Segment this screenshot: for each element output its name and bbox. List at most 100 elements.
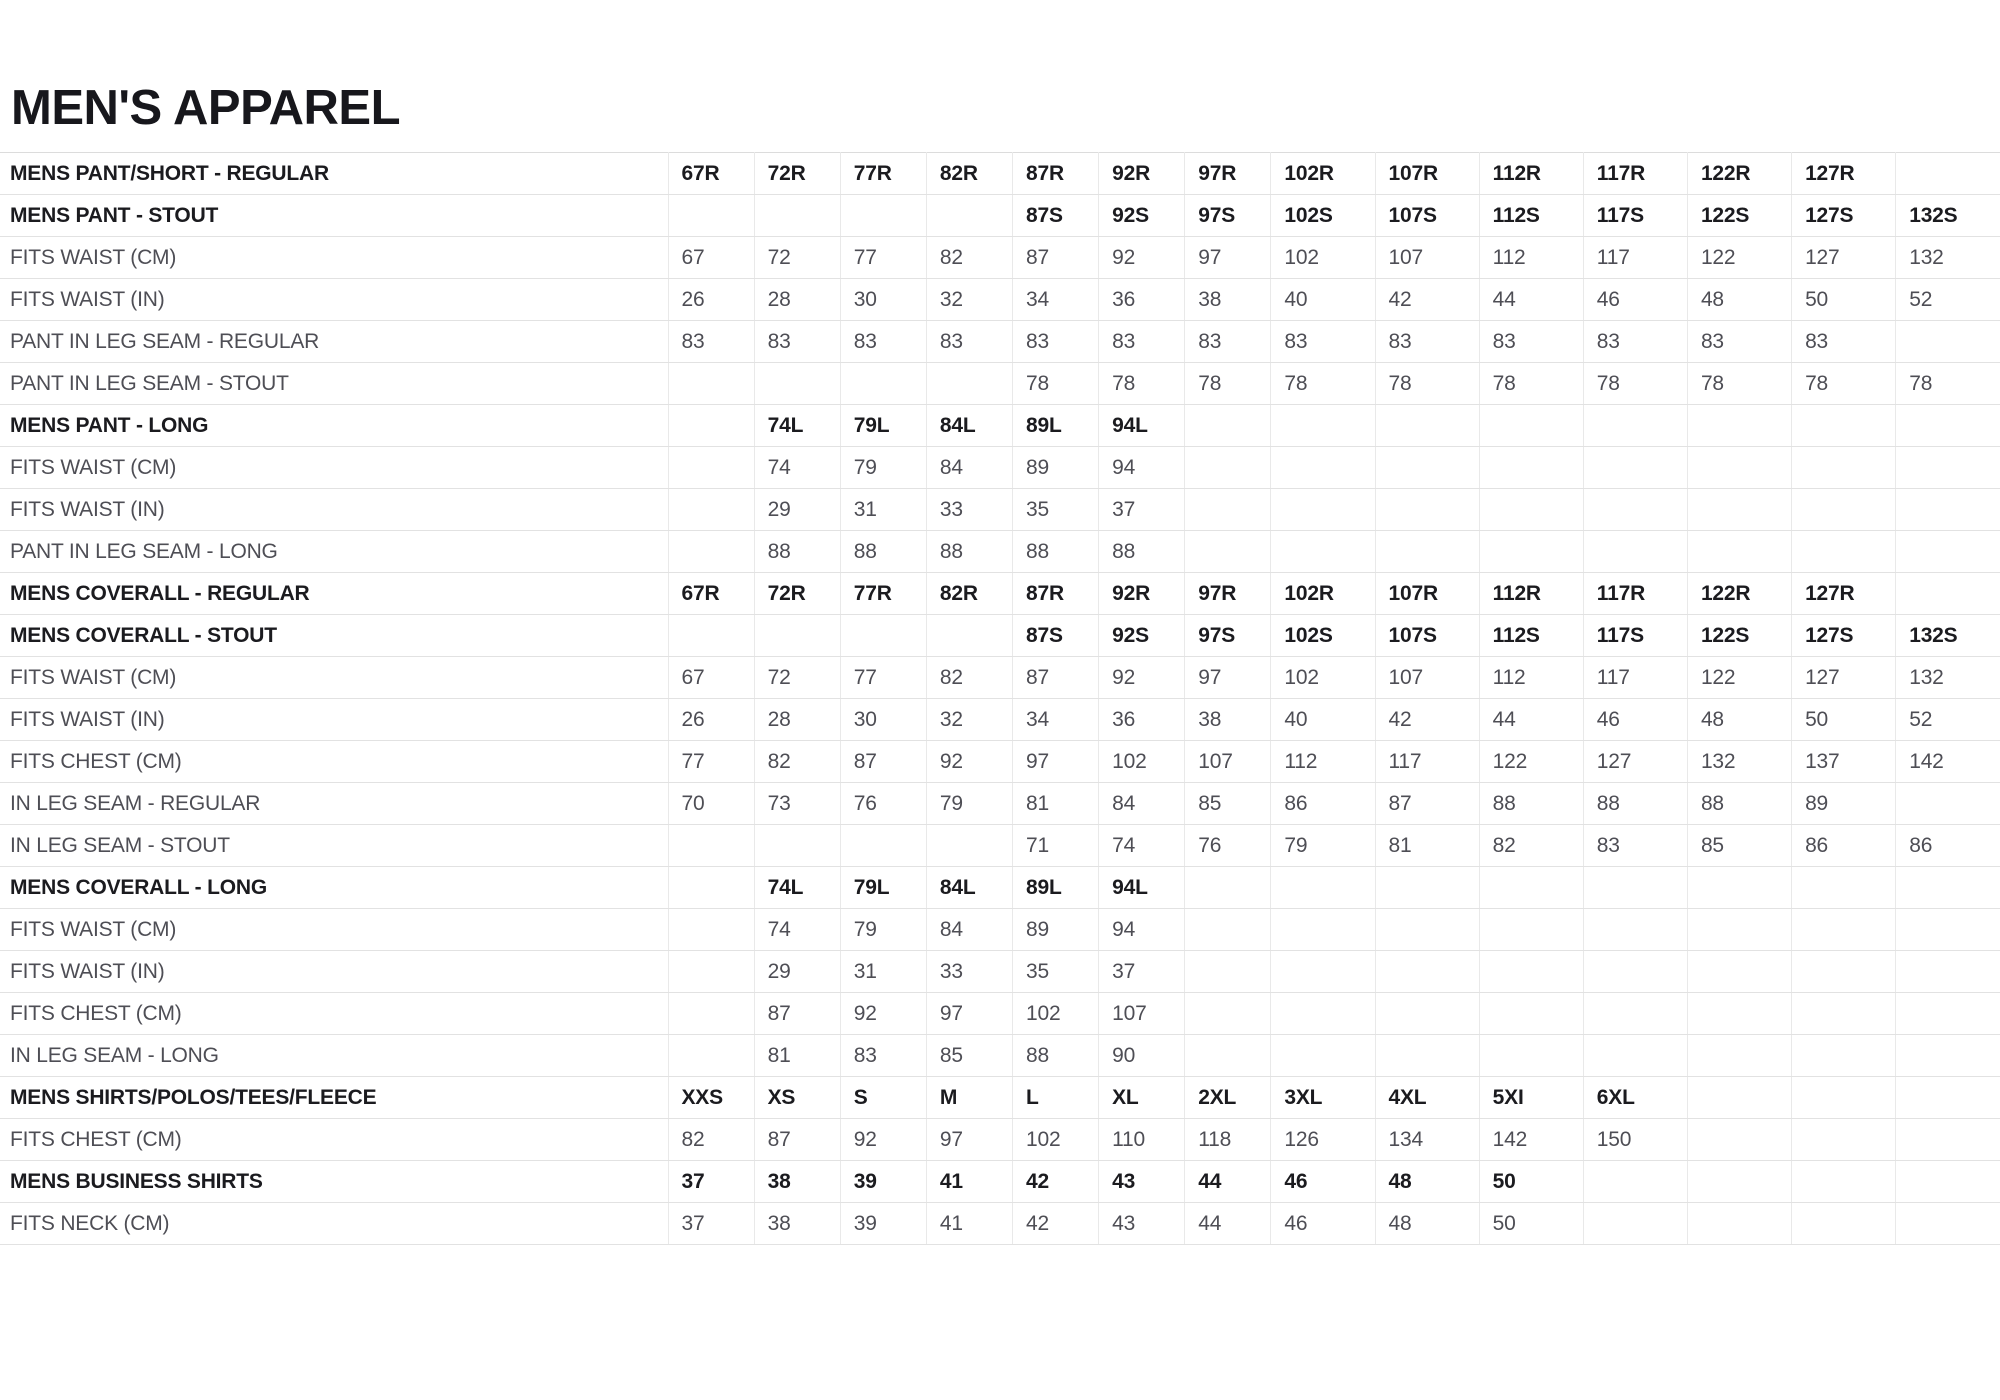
size-value-cell: 132S — [1895, 614, 2000, 657]
size-value-cell: 42 — [1011, 1160, 1099, 1203]
size-value-cell: 85 — [1686, 824, 1792, 867]
size-value-cell: 127R — [1791, 572, 1896, 615]
size-value-cell — [1791, 488, 1896, 531]
size-value-cell: 83 — [1098, 320, 1185, 363]
size-value-cell: 127 — [1791, 656, 1896, 699]
table-row: MENS PANT/SHORT - REGULAR 67R 72R 77R 82R 87R… — [0, 152, 2000, 195]
size-value-cell — [1270, 1034, 1376, 1077]
size-value-cell: S — [839, 1076, 927, 1119]
size-value-cell: XXS — [667, 1076, 755, 1119]
size-value-cell — [753, 824, 841, 867]
size-value-cell: 87 — [1374, 782, 1480, 825]
table-row: MENS BUSINESS SHIRTS 37 38 39 41 42 43 44 46 48 50 — [0, 1160, 2000, 1203]
size-value-cell — [1791, 866, 1896, 909]
row-label: IN LEG SEAM - STOUT — [0, 824, 668, 867]
size-value-cell: 97 — [1184, 236, 1271, 279]
size-value-cell: 107 — [1374, 656, 1480, 699]
size-value-cell: 37 — [1098, 950, 1185, 993]
row-label: MENS COVERALL - STOUT — [0, 614, 668, 657]
size-value-cell: 107S — [1374, 194, 1480, 237]
size-value-cell: 44 — [1184, 1202, 1271, 1245]
size-value-cell: 107R — [1374, 152, 1480, 195]
size-value-cell: 92 — [1098, 236, 1185, 279]
size-value-cell: 94 — [1098, 446, 1185, 489]
table-row: MENS COVERALL - REGULAR 67R 72R 77R 82R 87R 92… — [0, 572, 2000, 615]
size-value-cell: 110 — [1098, 1118, 1185, 1161]
row-label: FITS CHEST (CM) — [0, 740, 668, 783]
size-value-cell: 97 — [1011, 740, 1099, 783]
size-value-cell — [1791, 446, 1896, 489]
size-value-cell: 112 — [1478, 656, 1584, 699]
size-value-cell — [839, 824, 927, 867]
size-value-cell: 122R — [1686, 152, 1792, 195]
size-value-cell: 82 — [1478, 824, 1584, 867]
size-value-cell: 74 — [1098, 824, 1185, 867]
size-value-cell: 41 — [925, 1202, 1013, 1245]
size-value-cell — [1582, 950, 1688, 993]
size-value-cell: 117S — [1582, 614, 1688, 657]
size-value-cell: 67R — [667, 572, 755, 615]
size-value-cell: 88 — [1478, 782, 1584, 825]
size-value-cell: 48 — [1686, 278, 1792, 321]
size-value-cell: 102R — [1270, 152, 1376, 195]
size-value-cell: 78 — [1895, 362, 2000, 405]
size-value-cell: 44 — [1478, 698, 1584, 741]
size-value-cell — [1184, 446, 1271, 489]
table-row: IN LEG SEAM - STOUT 71 74 76 79 81 82 83 85 86 86 — [0, 824, 2000, 867]
row-label: MENS PANT/SHORT - REGULAR — [0, 152, 668, 195]
size-value-cell: 83 — [1582, 824, 1688, 867]
size-value-cell: 43 — [1098, 1160, 1185, 1203]
table-row: PANT IN LEG SEAM - LONG 88 88 88 88 88 — [0, 530, 2000, 573]
size-value-cell: 87S — [1011, 194, 1099, 237]
size-value-cell: 50 — [1478, 1160, 1584, 1203]
size-value-cell: 2XL — [1184, 1076, 1271, 1119]
size-value-cell — [1582, 488, 1688, 531]
size-value-cell — [1895, 1076, 2000, 1119]
size-value-cell: 36 — [1098, 698, 1185, 741]
size-value-cell: 89L — [1011, 866, 1099, 909]
size-value-cell: 6XL — [1582, 1076, 1688, 1119]
size-value-cell: 44 — [1478, 278, 1584, 321]
size-value-cell: 83 — [839, 1034, 927, 1077]
size-value-cell — [1374, 908, 1480, 951]
size-value-cell: 87 — [1011, 236, 1099, 279]
size-value-cell — [1270, 908, 1376, 951]
size-value-cell — [667, 992, 755, 1035]
size-value-cell: 77 — [839, 236, 927, 279]
size-value-cell — [1374, 992, 1480, 1035]
row-label: IN LEG SEAM - REGULAR — [0, 782, 668, 825]
size-value-cell: 122S — [1686, 614, 1792, 657]
size-value-cell: 37 — [1098, 488, 1185, 531]
table-row: IN LEG SEAM - REGULAR 70 73 76 79 81 84 85 86 87 8… — [0, 782, 2000, 825]
size-value-cell: 137 — [1791, 740, 1896, 783]
size-value-cell: 79 — [839, 446, 927, 489]
size-value-cell — [753, 362, 841, 405]
size-value-cell — [1895, 572, 2000, 615]
size-value-cell: 84L — [925, 404, 1013, 447]
size-value-cell — [1184, 1034, 1271, 1077]
size-value-cell — [1478, 908, 1584, 951]
size-value-cell: 38 — [1184, 278, 1271, 321]
size-value-cell — [1478, 866, 1584, 909]
size-value-cell — [1895, 404, 2000, 447]
size-value-cell: 79L — [839, 404, 927, 447]
size-value-cell: 122R — [1686, 572, 1792, 615]
size-value-cell: 83 — [667, 320, 755, 363]
size-value-cell: 78 — [1011, 362, 1099, 405]
size-value-cell: 142 — [1478, 1118, 1584, 1161]
size-value-cell — [1686, 530, 1792, 573]
size-value-cell: 87 — [1011, 656, 1099, 699]
size-value-cell: 78 — [1270, 362, 1376, 405]
size-value-cell: 88 — [839, 530, 927, 573]
size-value-cell: L — [1011, 1076, 1099, 1119]
size-value-cell — [667, 404, 755, 447]
size-value-cell — [1791, 992, 1896, 1035]
size-value-cell: 77 — [667, 740, 755, 783]
size-value-cell — [1686, 950, 1792, 993]
size-value-cell: 33 — [925, 488, 1013, 531]
size-value-cell: 38 — [1184, 698, 1271, 741]
size-value-cell: 46 — [1582, 278, 1688, 321]
size-value-cell — [925, 614, 1013, 657]
size-value-cell — [1791, 908, 1896, 951]
size-value-cell: 117R — [1582, 152, 1688, 195]
